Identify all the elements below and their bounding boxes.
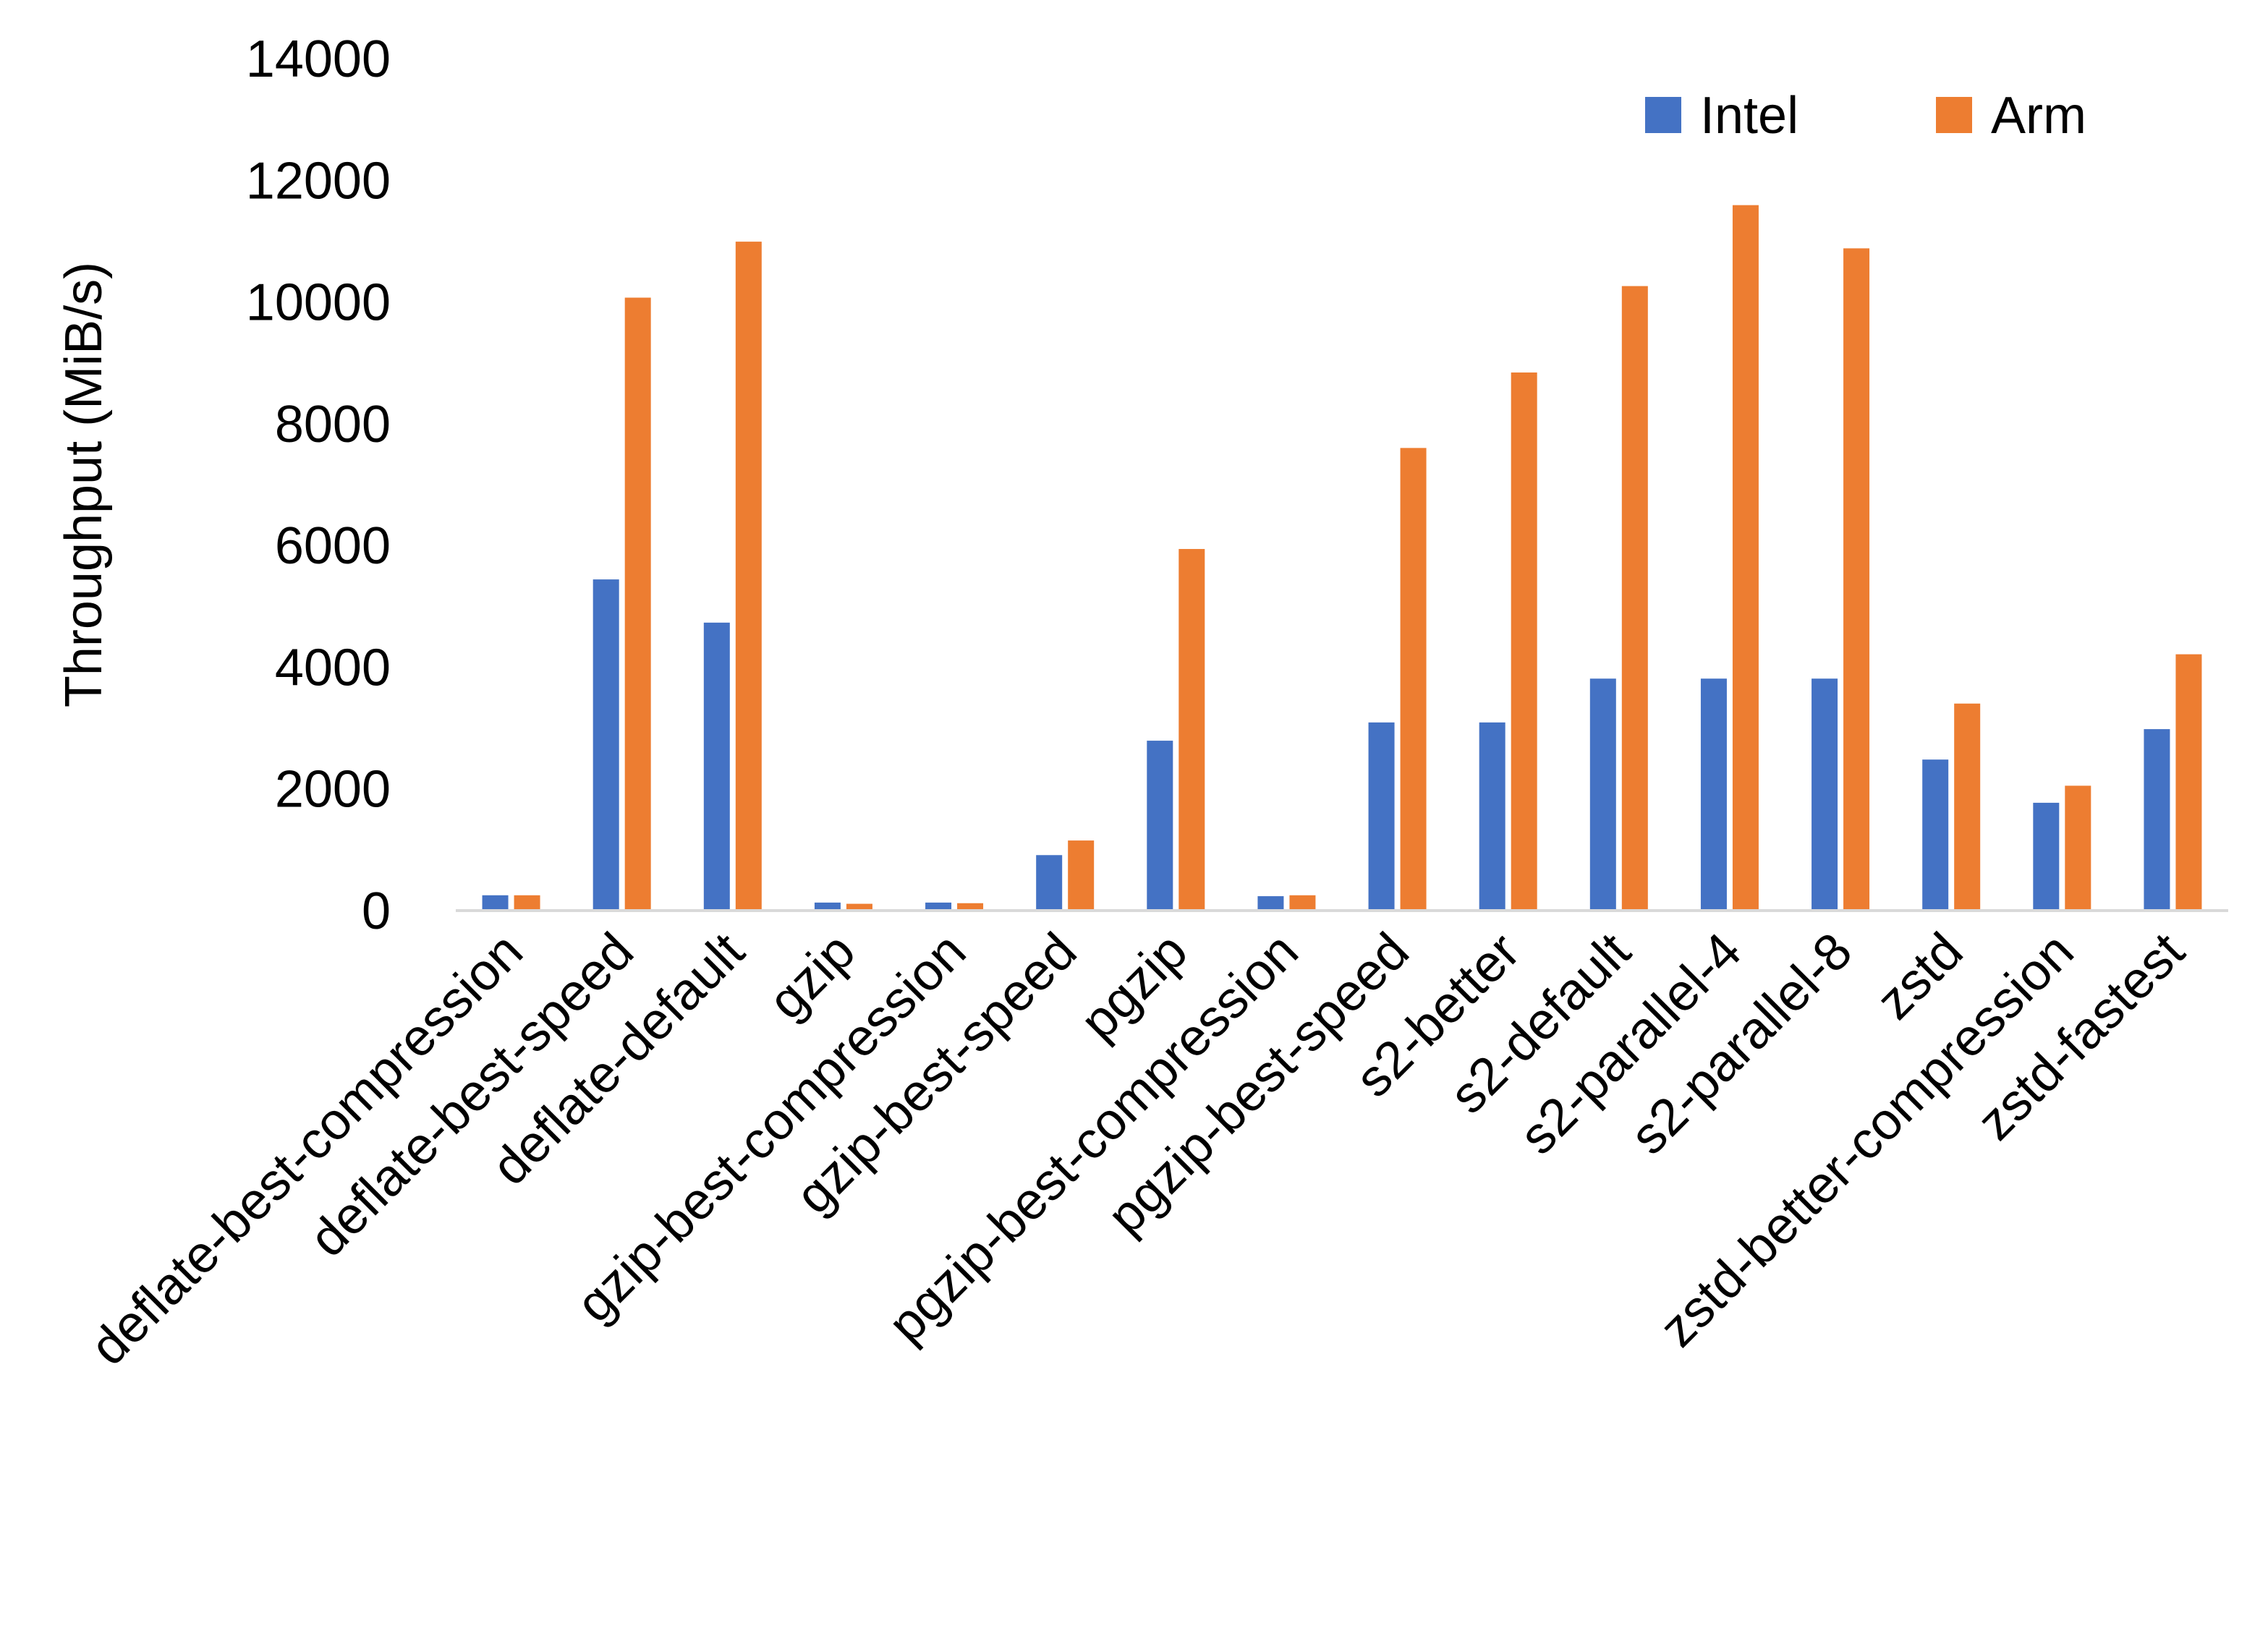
bar-intel-pgzip-best-speed xyxy=(1368,722,1395,910)
legend-label-intel: Intel xyxy=(1700,87,1798,145)
x-axis-ticks: deflate-best-compressiondeflate-best-spe… xyxy=(80,922,2196,1376)
bar-intel-gzip xyxy=(814,902,841,910)
y-tick-label: 2000 xyxy=(275,761,391,819)
bar-intel-gzip-best-compression xyxy=(925,902,952,910)
bar-intel-s2-better xyxy=(1479,722,1505,910)
legend-swatch-arm xyxy=(1936,97,1972,133)
bar-intel-deflate-default xyxy=(703,622,730,910)
bar-arm-gzip-best-speed xyxy=(1068,840,1095,910)
x-tick-label: deflate-best-compression xyxy=(80,922,534,1376)
y-axis-label: Throughput (MiB/s) xyxy=(55,262,113,707)
bar-arm-deflate-best-speed xyxy=(624,297,651,911)
bar-intel-zstd-fastest xyxy=(2144,729,2170,910)
bar-intel-s2-parallel-4 xyxy=(1700,678,1727,910)
bar-intel-pgzip-best-compression xyxy=(1257,896,1284,910)
bar-intel-zstd xyxy=(1922,759,1949,910)
legend-swatch-intel xyxy=(1645,97,1681,133)
bar-arm-s2-parallel-8 xyxy=(1843,248,1870,910)
bar-intel-zstd-better-compression xyxy=(2033,802,2060,910)
bar-intel-gzip-best-speed xyxy=(1036,855,1063,910)
legend: Intel Arm xyxy=(1645,87,2086,145)
bar-intel-deflate-best-speed xyxy=(593,579,619,910)
bar-arm-s2-parallel-4 xyxy=(1732,205,1759,910)
bar-intel-s2-parallel-8 xyxy=(1812,678,1838,910)
bar-arm-pgzip-best-speed xyxy=(1400,448,1427,910)
y-tick-label: 14000 xyxy=(246,30,391,88)
bar-arm-zstd xyxy=(1954,703,1981,910)
y-axis-ticks: 0 2000 4000 6000 8000 10000 12000 14000 xyxy=(246,30,391,940)
bar-arm-zstd-fastest xyxy=(2175,654,2202,910)
bar-arm-pgzip xyxy=(1178,549,1205,910)
y-tick-label: 6000 xyxy=(275,517,391,575)
bar-arm-gzip xyxy=(846,903,872,910)
y-tick-label: 12000 xyxy=(246,152,391,210)
bar-arm-deflate-best-compression xyxy=(514,895,540,910)
bar-intel-deflate-best-compression xyxy=(482,895,509,910)
y-tick-label: 4000 xyxy=(275,639,391,697)
bar-intel-s2-default xyxy=(1589,678,1616,910)
bar-intel-pgzip xyxy=(1147,741,1173,910)
bar-arm-gzip-best-compression xyxy=(957,903,984,910)
y-tick-label: 8000 xyxy=(275,396,391,453)
legend-label-arm: Arm xyxy=(1991,87,2086,145)
bar-arm-pgzip-best-compression xyxy=(1289,895,1316,910)
bar-arm-zstd-better-compression xyxy=(2065,785,2091,910)
bar-arm-s2-default xyxy=(1621,286,1648,910)
bars xyxy=(482,205,2202,911)
y-tick-label: 0 xyxy=(362,882,391,940)
y-tick-label: 10000 xyxy=(246,274,391,332)
bar-arm-deflate-default xyxy=(735,242,762,910)
bar-arm-s2-better xyxy=(1511,372,1537,910)
